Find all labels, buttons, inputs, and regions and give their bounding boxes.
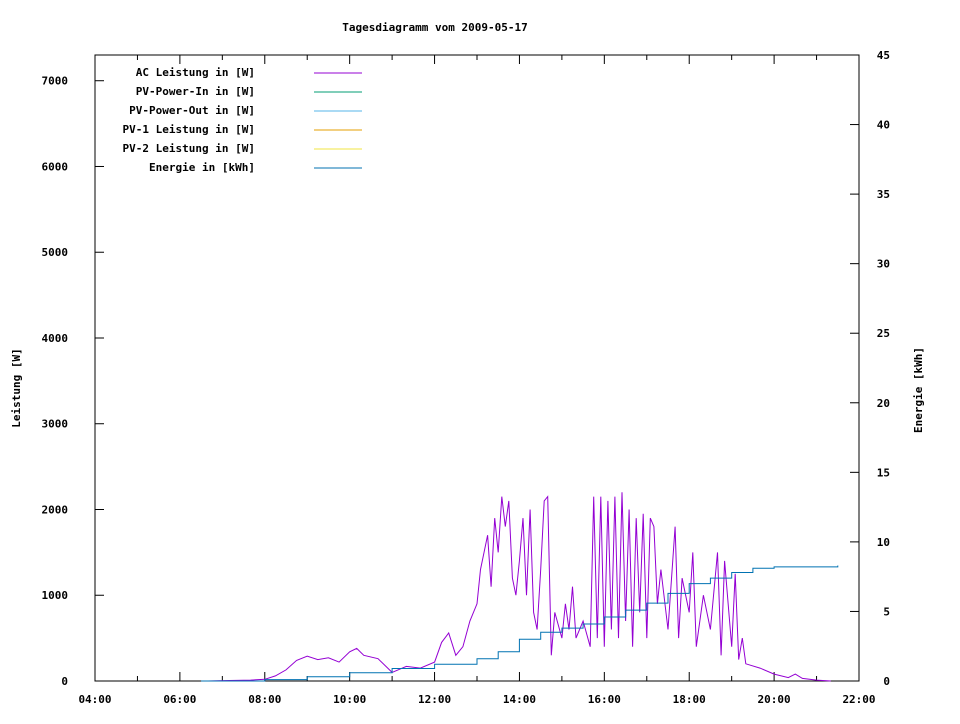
series-line-0 [208, 492, 831, 682]
y2-tick-label: 35 [877, 188, 890, 201]
y-tick-label: 7000 [42, 75, 69, 88]
legend-label: AC Leistung in [W] [136, 66, 255, 79]
x-tick-label: 18:00 [673, 693, 706, 706]
y2-tick-label: 30 [877, 258, 890, 271]
x-tick-label: 08:00 [248, 693, 281, 706]
y2-tick-label: 20 [877, 397, 890, 410]
x-tick-label: 04:00 [78, 693, 111, 706]
x-tick-label: 20:00 [758, 693, 791, 706]
y-tick-label: 0 [61, 675, 68, 688]
y-axis-label: Leistung [W] [10, 348, 23, 427]
legend-label: PV-Power-Out in [W] [129, 104, 255, 117]
y2-axis-label: Energie [kWh] [912, 347, 925, 433]
x-tick-label: 14:00 [503, 693, 536, 706]
y2-tick-label: 15 [877, 466, 890, 479]
legend-label: PV-Power-In in [W] [136, 85, 255, 98]
x-tick-label: 16:00 [588, 693, 621, 706]
legend-label: PV-2 Leistung in [W] [123, 142, 255, 155]
y2-tick-label: 5 [883, 605, 890, 618]
y-tick-label: 3000 [42, 418, 69, 431]
x-tick-label: 12:00 [418, 693, 451, 706]
y2-tick-label: 25 [877, 327, 890, 340]
y-tick-label: 5000 [42, 246, 69, 259]
legend-label: PV-1 Leistung in [W] [123, 123, 255, 136]
series-line-5 [201, 565, 839, 682]
y2-tick-label: 10 [877, 536, 890, 549]
legend-label: Energie in [kWh] [149, 161, 255, 174]
y-tick-label: 4000 [42, 332, 69, 345]
x-tick-label: 06:00 [163, 693, 196, 706]
x-tick-label: 22:00 [842, 693, 875, 706]
y-tick-label: 6000 [42, 160, 69, 173]
y-tick-label: 2000 [42, 503, 69, 516]
chart-title: Tagesdiagramm vom 2009-05-17 [342, 21, 527, 34]
y-tick-label: 1000 [42, 589, 69, 602]
x-tick-label: 10:00 [333, 693, 366, 706]
y2-tick-label: 40 [877, 119, 890, 132]
y2-tick-label: 0 [883, 675, 890, 688]
y2-tick-label: 45 [877, 49, 890, 62]
